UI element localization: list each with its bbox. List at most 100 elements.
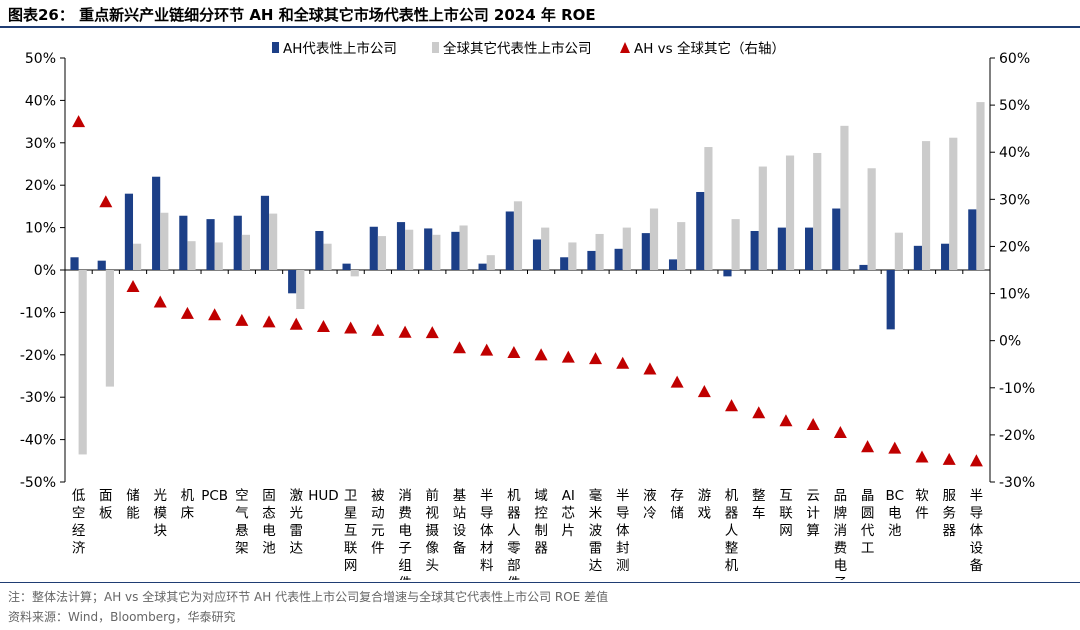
global-bar <box>568 242 577 270</box>
global-bar <box>758 166 767 270</box>
global-bar <box>704 147 713 270</box>
category-label: BC 电池 <box>886 488 904 539</box>
left-axis-tick-label: 20% <box>25 178 56 194</box>
ah-bar <box>750 230 759 270</box>
global-bar <box>350 270 359 277</box>
diff-marker <box>235 313 249 326</box>
global-bar <box>296 270 305 310</box>
diff-marker <box>670 375 684 388</box>
global-bar <box>241 234 250 270</box>
ah-bar <box>641 233 650 270</box>
ah-bar <box>505 211 514 270</box>
diff-marker <box>480 343 494 356</box>
left-axis-tick-label: 30% <box>25 136 56 152</box>
category-label: 机床 <box>181 488 195 522</box>
ah-bar <box>451 231 460 270</box>
global-bar <box>840 125 849 270</box>
legend-label-global: 全球其它代表性上市公司 <box>443 40 592 57</box>
left-axis-tick-label: -20% <box>20 348 56 364</box>
global-bar <box>731 219 740 270</box>
diff-marker <box>344 321 358 334</box>
global-bar <box>214 242 223 270</box>
ah-bar <box>288 270 297 294</box>
right-axis-tick-label: 50% <box>999 98 1030 114</box>
category-label: 品牌消费电子 <box>834 488 848 580</box>
global-bar <box>541 227 550 270</box>
diff-marker <box>99 195 113 208</box>
diff-marker <box>969 454 983 467</box>
right-axis-tick-label: -10% <box>999 381 1035 397</box>
legend-label-ah: AH代表性上市公司 <box>283 40 397 57</box>
diff-marker <box>507 345 521 358</box>
diff-marker <box>534 348 548 361</box>
ah-bar <box>124 193 134 270</box>
diff-marker <box>643 362 657 375</box>
category-label: 游戏 <box>698 488 712 522</box>
ah-bar <box>886 270 895 330</box>
ah-bar <box>478 263 487 270</box>
global-bar <box>187 241 196 270</box>
ah-bar <box>315 230 324 270</box>
footer-divider <box>0 582 1080 583</box>
global-bar <box>622 227 631 270</box>
diff-marker <box>289 317 303 330</box>
legend-marker-diff <box>620 42 630 53</box>
left-axis-tick-label: -50% <box>20 475 56 491</box>
category-label: 液冷 <box>643 488 657 522</box>
ah-bar <box>424 228 433 270</box>
legend-swatch-ah <box>272 42 279 53</box>
right-axis-tick-label: -20% <box>999 428 1035 444</box>
diff-marker <box>942 452 956 465</box>
category-label: 激光雷达 <box>290 488 304 557</box>
diff-marker <box>72 115 86 128</box>
right-axis-tick-label: 60% <box>999 51 1030 67</box>
chart-source: 资料来源：Wind，Bloomberg，华泰研究 <box>8 610 236 624</box>
ah-bar <box>152 176 161 270</box>
category-label: 半导体材料 <box>480 488 494 574</box>
category-label: 固态电池 <box>262 488 276 557</box>
right-axis-tick-label: 0% <box>999 334 1021 350</box>
legend-label-diff: AH vs 全球其它（右轴） <box>634 40 785 57</box>
category-label: 机器人整机 <box>725 488 739 574</box>
ah-bar <box>260 195 270 270</box>
diff-marker <box>371 323 385 336</box>
ah-bar <box>859 264 868 270</box>
left-axis-tick-label: -30% <box>20 390 56 406</box>
category-label: 半导体封测 <box>616 488 630 574</box>
category-label: 晶圆代工 <box>861 488 875 557</box>
diff-marker <box>561 350 575 363</box>
ah-bar <box>369 226 378 270</box>
ah-bar <box>396 222 406 270</box>
ah-bar <box>614 248 623 270</box>
diff-marker <box>316 320 330 333</box>
global-bar <box>949 137 958 270</box>
category-label: 储能 <box>126 488 140 522</box>
global-bar <box>976 102 985 270</box>
category-label: 卫星互联网 <box>344 488 358 574</box>
diff-marker <box>425 326 439 339</box>
category-label: 存储 <box>670 488 684 522</box>
diff-marker <box>126 279 140 293</box>
ah-bar <box>805 227 814 270</box>
global-bar <box>323 243 332 270</box>
left-axis-tick-label: 10% <box>25 221 56 237</box>
global-bar <box>785 155 795 270</box>
diff-marker <box>915 450 929 463</box>
category-label: 整车 <box>752 488 766 522</box>
ah-bar <box>941 243 950 270</box>
left-axis-tick-label: 40% <box>25 93 56 109</box>
global-bar <box>78 270 87 455</box>
category-label: 服务器 <box>942 488 956 539</box>
diff-marker <box>262 315 276 328</box>
global-bar <box>377 236 387 270</box>
global-bar <box>513 201 523 270</box>
diff-marker <box>806 418 820 431</box>
left-axis-tick-label: -40% <box>20 433 56 449</box>
diff-marker <box>180 306 194 319</box>
category-label: 基站设备 <box>453 487 467 557</box>
global-bar <box>677 222 686 270</box>
category-label: 软件 <box>915 488 929 522</box>
chart-axes: -50% -40% -30% -20% -10% 0% 10% 20% 30% 40% 50% -30… <box>20 51 1035 491</box>
global-bar <box>269 213 278 270</box>
category-label: 互联网 <box>779 488 793 539</box>
